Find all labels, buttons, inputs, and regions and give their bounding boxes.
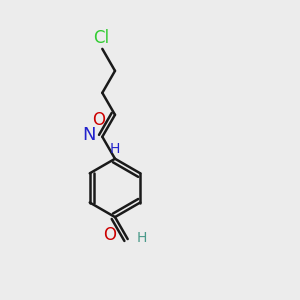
Text: O: O <box>92 111 105 129</box>
Text: O: O <box>103 226 116 244</box>
Text: H: H <box>136 231 147 244</box>
Text: N: N <box>82 126 96 144</box>
Text: Cl: Cl <box>93 28 109 46</box>
Text: H: H <box>110 142 120 156</box>
